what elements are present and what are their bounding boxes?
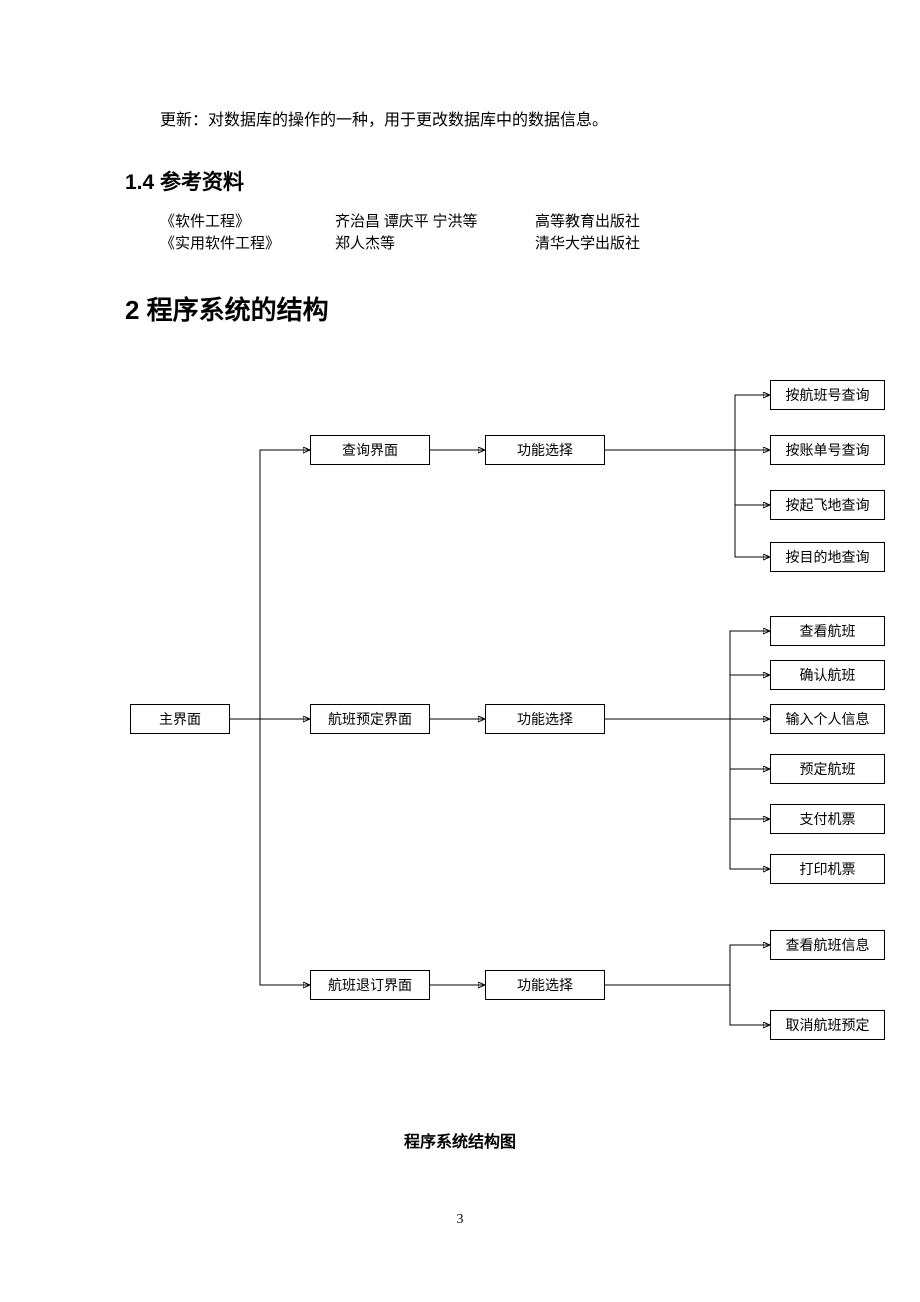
diagram-node-cancel: 航班退订界面: [310, 970, 430, 1000]
reference-row: 《软件工程》 齐治昌 谭庆平 宁洪等 高等教育出版社: [160, 210, 735, 231]
edge-fsel1-q3: [605, 450, 770, 505]
edge-fsel2-b4: [605, 719, 770, 769]
diagram-node-b3: 输入个人信息: [770, 704, 885, 734]
system-structure-diagram: 主界面查询界面航班预定界面航班退订界面功能选择功能选择功能选择按航班号查询按账单…: [130, 370, 890, 1090]
edge-fsel3-c1: [605, 945, 770, 985]
edge-main-cancel: [230, 719, 310, 985]
reference-row: 《实用软件工程》 郑人杰等 清华大学出版社: [160, 232, 735, 253]
ref-authors: 齐治昌 谭庆平 宁洪等: [335, 210, 535, 231]
edge-fsel3-c2: [605, 985, 770, 1025]
diagram-node-b2: 确认航班: [770, 660, 885, 690]
diagram-node-book: 航班预定界面: [310, 704, 430, 734]
ref-publisher: 清华大学出版社: [535, 232, 735, 253]
diagram-caption: 程序系统结构图: [0, 1128, 920, 1152]
diagram-node-fsel3: 功能选择: [485, 970, 605, 1000]
diagram-node-fsel2: 功能选择: [485, 704, 605, 734]
diagram-node-main: 主界面: [130, 704, 230, 734]
page-number: 3: [0, 1212, 920, 1228]
diagram-node-fsel1: 功能选择: [485, 435, 605, 465]
diagram-node-c1: 查看航班信息: [770, 930, 885, 960]
ref-title: 《软件工程》: [160, 210, 335, 231]
diagram-node-c2: 取消航班预定: [770, 1010, 885, 1040]
diagram-node-b5: 支付机票: [770, 804, 885, 834]
diagram-node-query: 查询界面: [310, 435, 430, 465]
diagram-node-b4: 预定航班: [770, 754, 885, 784]
diagram-node-q3: 按起飞地查询: [770, 490, 885, 520]
diagram-node-q1: 按航班号查询: [770, 380, 885, 410]
intro-paragraph: 更新：对数据库的操作的一种，用于更改数据库中的数据信息。: [160, 108, 608, 134]
edge-fsel2-b6: [605, 719, 770, 869]
ref-title: 《实用软件工程》: [160, 232, 335, 253]
ref-authors: 郑人杰等: [335, 232, 535, 253]
edge-fsel1-q4: [605, 450, 770, 557]
edge-main-query: [230, 450, 310, 719]
diagram-node-q4: 按目的地查询: [770, 542, 885, 572]
diagram-node-q2: 按账单号查询: [770, 435, 885, 465]
edge-fsel2-b2: [605, 675, 770, 719]
diagram-node-b6: 打印机票: [770, 854, 885, 884]
diagram-node-b1: 查看航班: [770, 616, 885, 646]
section-1-4-heading: 1.4 参考资料: [125, 166, 244, 196]
section-2-heading: 2 程序系统的结构: [125, 290, 329, 327]
ref-publisher: 高等教育出版社: [535, 210, 735, 231]
edge-fsel1-q1: [605, 395, 770, 450]
